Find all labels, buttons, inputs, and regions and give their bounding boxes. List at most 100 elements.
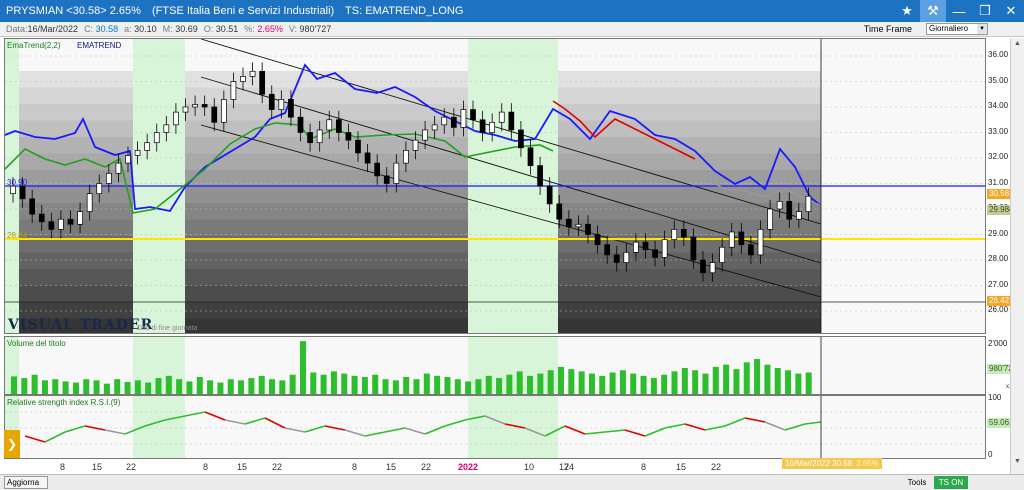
volume-bar: [403, 376, 410, 394]
info-date: Data:16/Mar/2022: [6, 24, 79, 34]
ematrend-indicator-label: EmaTrend(2,2): [7, 41, 61, 50]
minimize-icon[interactable]: —: [952, 3, 966, 19]
rsi-segment: [64, 425, 86, 433]
volume-chart: [5, 337, 822, 394]
volume-bar: [661, 374, 668, 394]
yellow-line-label: 28.84: [7, 231, 28, 240]
volume-bar: [207, 380, 214, 394]
rsi-segment: [564, 425, 586, 435]
visual-trader-logo: VISUAL TRADER: [8, 317, 154, 333]
candle-up: [661, 239, 668, 258]
volume-bar: [72, 382, 79, 394]
price-chart-panel[interactable]: EmaTrend(2,2) EMATREND 30.90 28.84: [4, 38, 986, 334]
volume-bar: [454, 379, 461, 394]
rsi-segment: [364, 431, 386, 437]
volume-bar: [186, 381, 193, 394]
price-tick-label: 34.00: [988, 101, 1009, 110]
price-tick-label: 29.00: [988, 228, 1009, 238]
volume-bar: [527, 375, 534, 394]
price-tick-label: 27.00: [988, 279, 1009, 289]
rsi-segment: [324, 425, 346, 431]
candle-up: [230, 81, 237, 100]
candle-up: [249, 70, 256, 77]
window-controls: ★ ⚒ — ❐ ✕: [894, 0, 1024, 22]
scroll-down-icon[interactable]: ▼: [1014, 458, 1021, 465]
rsi-segment: [164, 415, 186, 421]
candle-down: [546, 185, 553, 205]
candle-up: [326, 119, 333, 131]
window-title: PRYSMIAN <30.58> 2.65% (FTSE Italia Beni…: [0, 5, 471, 17]
volume-label: Volume del titolo: [7, 339, 66, 348]
ema-trend-blue-line: [5, 63, 821, 213]
volume-bar: [681, 368, 688, 394]
candle-up: [623, 252, 630, 263]
info-high: M: 30.69: [162, 24, 198, 34]
info-close: C: 30.58: [84, 24, 119, 34]
rsi-segment: [184, 411, 206, 417]
volume-bar: [619, 370, 626, 394]
candle-up: [498, 111, 505, 123]
blue-line-label: 30.90: [7, 178, 28, 187]
volume-bar: [723, 364, 730, 394]
candle-down: [201, 104, 208, 108]
candle-down: [556, 203, 563, 220]
close-icon[interactable]: ✕: [1005, 3, 1017, 18]
ts-on-button[interactable]: TS ON: [934, 476, 968, 489]
volume-panel[interactable]: Volume del titolo: [4, 336, 986, 395]
candle-down: [450, 116, 457, 128]
date-tick-label: 22: [421, 462, 432, 472]
volume-bar: [485, 375, 492, 394]
candle-down: [470, 109, 476, 121]
candle-down: [613, 254, 620, 263]
strategy-name: TS: EMATREND_LONG: [345, 5, 464, 17]
date-tick-label: 24: [564, 462, 575, 472]
candle-up: [767, 208, 773, 230]
volume-bar: [712, 366, 719, 394]
rsi-segment: [44, 431, 66, 443]
volume-bar: [248, 378, 255, 394]
candle-down: [680, 229, 687, 238]
volume-bar: [506, 374, 513, 394]
expand-panel-arrow-icon[interactable]: ❯: [4, 430, 20, 458]
volume-bar: [279, 380, 286, 394]
volume-bar: [52, 379, 59, 394]
candle-down: [537, 165, 543, 187]
drawing-tool-icon[interactable]: ⚒: [920, 0, 946, 22]
volume-bar: [434, 375, 441, 394]
rsi-segment: [284, 427, 306, 433]
volume-bar: [630, 373, 637, 394]
chevron-down-icon[interactable]: ▼: [977, 24, 987, 34]
maximize-icon[interactable]: ❐: [979, 3, 991, 18]
volume-bar: [764, 364, 771, 394]
rsi-panel[interactable]: Relative strength index R.S.I.(9): [4, 395, 986, 459]
rsi-segment: [484, 415, 506, 425]
volume-bar: [382, 379, 389, 394]
candle-up: [96, 183, 103, 195]
volume-bar: [795, 373, 802, 394]
rsi-segment: [664, 423, 686, 429]
update-button[interactable]: Aggiorna: [4, 476, 48, 489]
candle-up: [134, 149, 141, 156]
volume-bar: [341, 373, 348, 394]
tools-button[interactable]: Tools: [907, 478, 927, 487]
right-scrollbar[interactable]: ▲ ▼: [1010, 38, 1024, 474]
date-tick-label: 17: [559, 462, 570, 472]
candle-up: [575, 223, 582, 228]
candle-down: [355, 139, 361, 154]
price-chart: [5, 39, 985, 333]
candle-down: [268, 93, 275, 110]
candle-up: [58, 218, 64, 230]
candle-down: [288, 98, 294, 118]
rsi-segment: [424, 425, 446, 435]
timeframe-select[interactable]: Giornaliero ▼: [926, 23, 988, 35]
candle-down: [690, 236, 697, 261]
favorite-star-icon[interactable]: ★: [901, 3, 913, 18]
scroll-up-icon[interactable]: ▲: [1014, 40, 1021, 47]
volume-bar: [496, 378, 503, 394]
highlight-zone: [468, 396, 558, 458]
volume-bar: [31, 374, 38, 394]
price-tick-label: 31.00: [988, 177, 1009, 187]
volume-bar: [176, 379, 183, 394]
rsi-segment: [684, 423, 706, 431]
candle-down: [748, 244, 754, 256]
